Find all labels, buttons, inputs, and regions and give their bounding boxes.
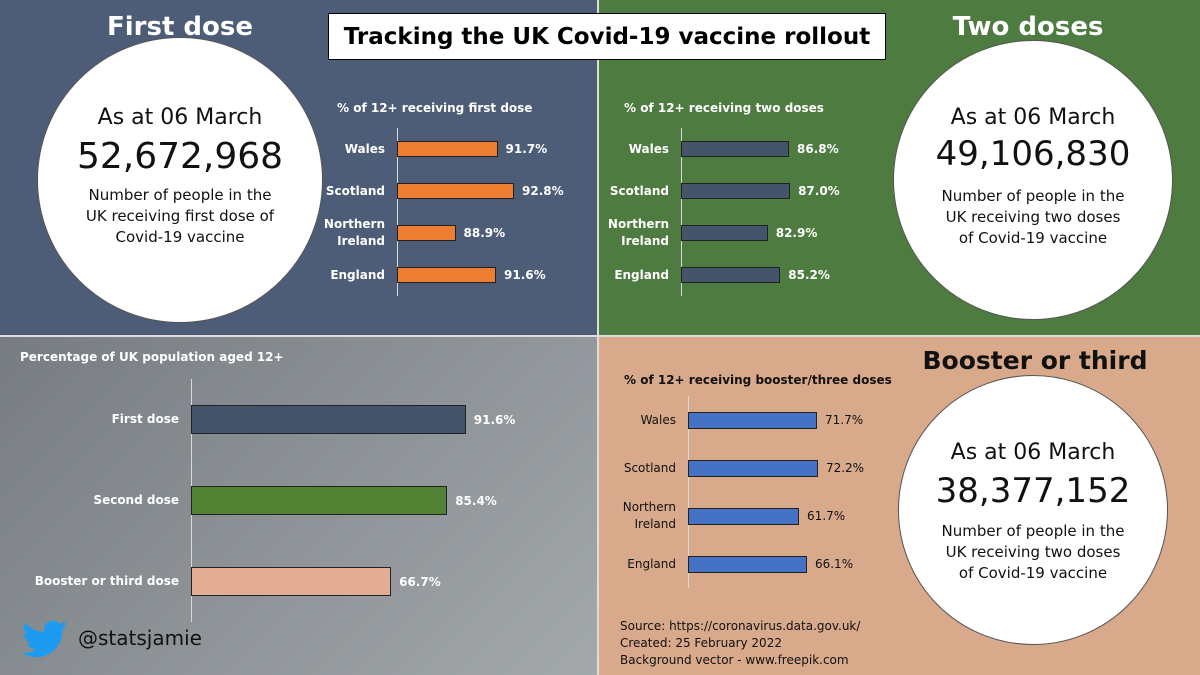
value-label: 87.0% xyxy=(798,184,840,198)
value-label: 82.9% xyxy=(775,226,818,240)
description: Number of people in the UK receiving fir… xyxy=(85,186,275,246)
category-label: Wales xyxy=(628,141,669,156)
count: 52,672,968 xyxy=(76,136,284,177)
created: Created: 25 February 2022 xyxy=(620,636,782,650)
axis-line xyxy=(397,128,398,296)
category-label: England xyxy=(627,556,676,571)
count-circle: As at 06 March 52,672,968 Number of peop… xyxy=(37,37,323,323)
value-label: 91.6% xyxy=(504,268,546,282)
chart-title: % of 12+ receiving first dose xyxy=(337,101,533,115)
panel-heading: Two doses xyxy=(952,12,1104,42)
date: As at 06 March xyxy=(97,105,263,130)
value-label: 66.1% xyxy=(814,557,854,571)
bar xyxy=(191,405,466,434)
footer-notes: Source: https://coronavirus.data.gov.uk/… xyxy=(620,618,860,669)
category-label: Second dose xyxy=(93,493,179,507)
divider xyxy=(597,0,599,675)
category-label: Scotland xyxy=(623,460,676,475)
bar xyxy=(397,141,498,157)
chart-title: % of 12+ receiving booster/three doses xyxy=(624,373,892,387)
value-label: 85.4% xyxy=(455,493,497,508)
credit: Background vector - www.freepik.com xyxy=(620,653,849,667)
category-label: Scotland xyxy=(609,183,669,198)
value-label: 66.7% xyxy=(399,574,441,589)
category-label: Wales xyxy=(344,141,385,156)
bar xyxy=(688,555,807,573)
bar xyxy=(681,141,789,157)
count: 49,106,830 xyxy=(935,134,1131,174)
bar xyxy=(681,267,781,283)
value-label: 85.2% xyxy=(788,268,830,282)
value-label: 91.6% xyxy=(473,412,516,427)
main-title: Tracking the UK Covid-19 vaccine rollout xyxy=(328,13,886,60)
chart-title: % of 12+ receiving two doses xyxy=(624,101,824,115)
description: Number of people in the UK receiving two… xyxy=(941,187,1125,247)
bar xyxy=(397,225,456,241)
count: 38,377,152 xyxy=(935,471,1131,511)
date: As at 06 March xyxy=(950,440,1116,465)
category-label: Northern Ireland xyxy=(622,500,676,531)
bar xyxy=(688,507,800,525)
count-circle: As at 06 March 49,106,830 Number of peop… xyxy=(893,40,1173,320)
bar xyxy=(681,225,768,241)
value-label: 91.7% xyxy=(505,142,548,156)
description: Number of people in the UK receiving two… xyxy=(941,522,1125,582)
date: As at 06 March xyxy=(950,105,1116,130)
value-label: 86.8% xyxy=(797,142,839,156)
value-label: 92.8% xyxy=(522,184,564,198)
category-label: Wales xyxy=(640,412,676,427)
bar xyxy=(191,486,448,515)
bar xyxy=(397,267,496,283)
value-label: 72.2% xyxy=(825,461,865,475)
count-circle: As at 06 March 38,377,152 Number of peop… xyxy=(898,375,1168,645)
bar xyxy=(397,183,514,199)
axis-line xyxy=(688,396,689,588)
category-label: Booster or third dose xyxy=(34,574,179,588)
category-label: Northern Ireland xyxy=(323,217,385,248)
category-label: First dose xyxy=(111,412,179,426)
axis-line xyxy=(681,128,682,296)
chart-title: Percentage of UK population aged 12+ xyxy=(20,350,284,364)
bar xyxy=(688,459,818,477)
twitter-icon xyxy=(22,620,68,658)
value-label: 61.7% xyxy=(807,509,846,523)
divider xyxy=(0,335,1200,337)
bar xyxy=(688,411,818,429)
bar xyxy=(681,183,791,199)
bar xyxy=(191,567,392,596)
category-label: England xyxy=(614,267,669,282)
source: Source: https://coronavirus.data.gov.uk/ xyxy=(620,619,861,633)
value-label: 71.7% xyxy=(825,413,864,427)
category-label: Northern Ireland xyxy=(607,217,669,248)
value-label: 88.9% xyxy=(463,226,506,240)
category-label: Scotland xyxy=(325,183,385,198)
handle: @statsjamie xyxy=(78,626,202,650)
category-label: England xyxy=(330,267,385,282)
